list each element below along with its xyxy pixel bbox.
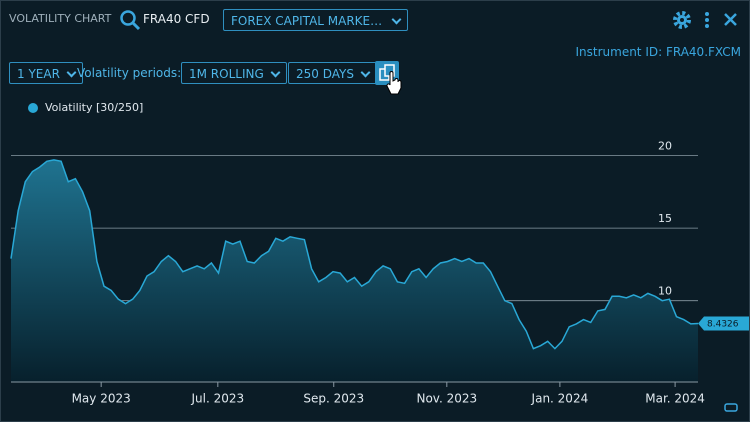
- days-dropdown[interactable]: 250 DAYS: [288, 62, 377, 84]
- legend-label: Volatility [30/250]: [45, 101, 143, 114]
- legend-dot: [28, 103, 38, 113]
- instrument-id: Instrument ID: FRA40.FXCM: [575, 45, 741, 59]
- x-tick-label: Nov. 2023: [416, 392, 477, 406]
- window-controls: [673, 11, 737, 29]
- x-tick-label: May 2023: [72, 392, 131, 406]
- settings-icon[interactable]: [673, 11, 691, 29]
- last-value-tag: [698, 316, 749, 331]
- rolling-dropdown[interactable]: 1M ROLLING: [181, 62, 287, 84]
- menu-icon[interactable]: [705, 12, 709, 28]
- range-dropdown[interactable]: 1 YEAR: [9, 62, 83, 84]
- window-title: VOLATILITY CHART: [9, 12, 112, 25]
- x-tick-label: Sep. 2023: [303, 392, 364, 406]
- x-tick-label: Jul. 2023: [190, 392, 244, 406]
- copy-button[interactable]: [375, 61, 405, 103]
- close-icon[interactable]: [724, 13, 737, 26]
- periods-label: Volatility periods:: [77, 66, 182, 80]
- y-tick-label: 15: [658, 212, 672, 225]
- link-icon[interactable]: [724, 403, 738, 412]
- x-tick-label: Jan. 2024: [531, 392, 589, 406]
- volatility-line: [10, 159, 699, 350]
- instrument-name[interactable]: FRA40 CFD: [143, 12, 210, 26]
- x-tick-label: Mar. 2024: [645, 392, 705, 406]
- y-tick-label: 10: [658, 285, 672, 298]
- last-value-label: 8.4326: [707, 319, 739, 329]
- volatility-area: [11, 159, 698, 382]
- search-icon[interactable]: [119, 9, 141, 31]
- y-tick-label: 20: [658, 140, 672, 153]
- broker-dropdown[interactable]: FOREX CAPITAL MARKE…: [223, 9, 408, 31]
